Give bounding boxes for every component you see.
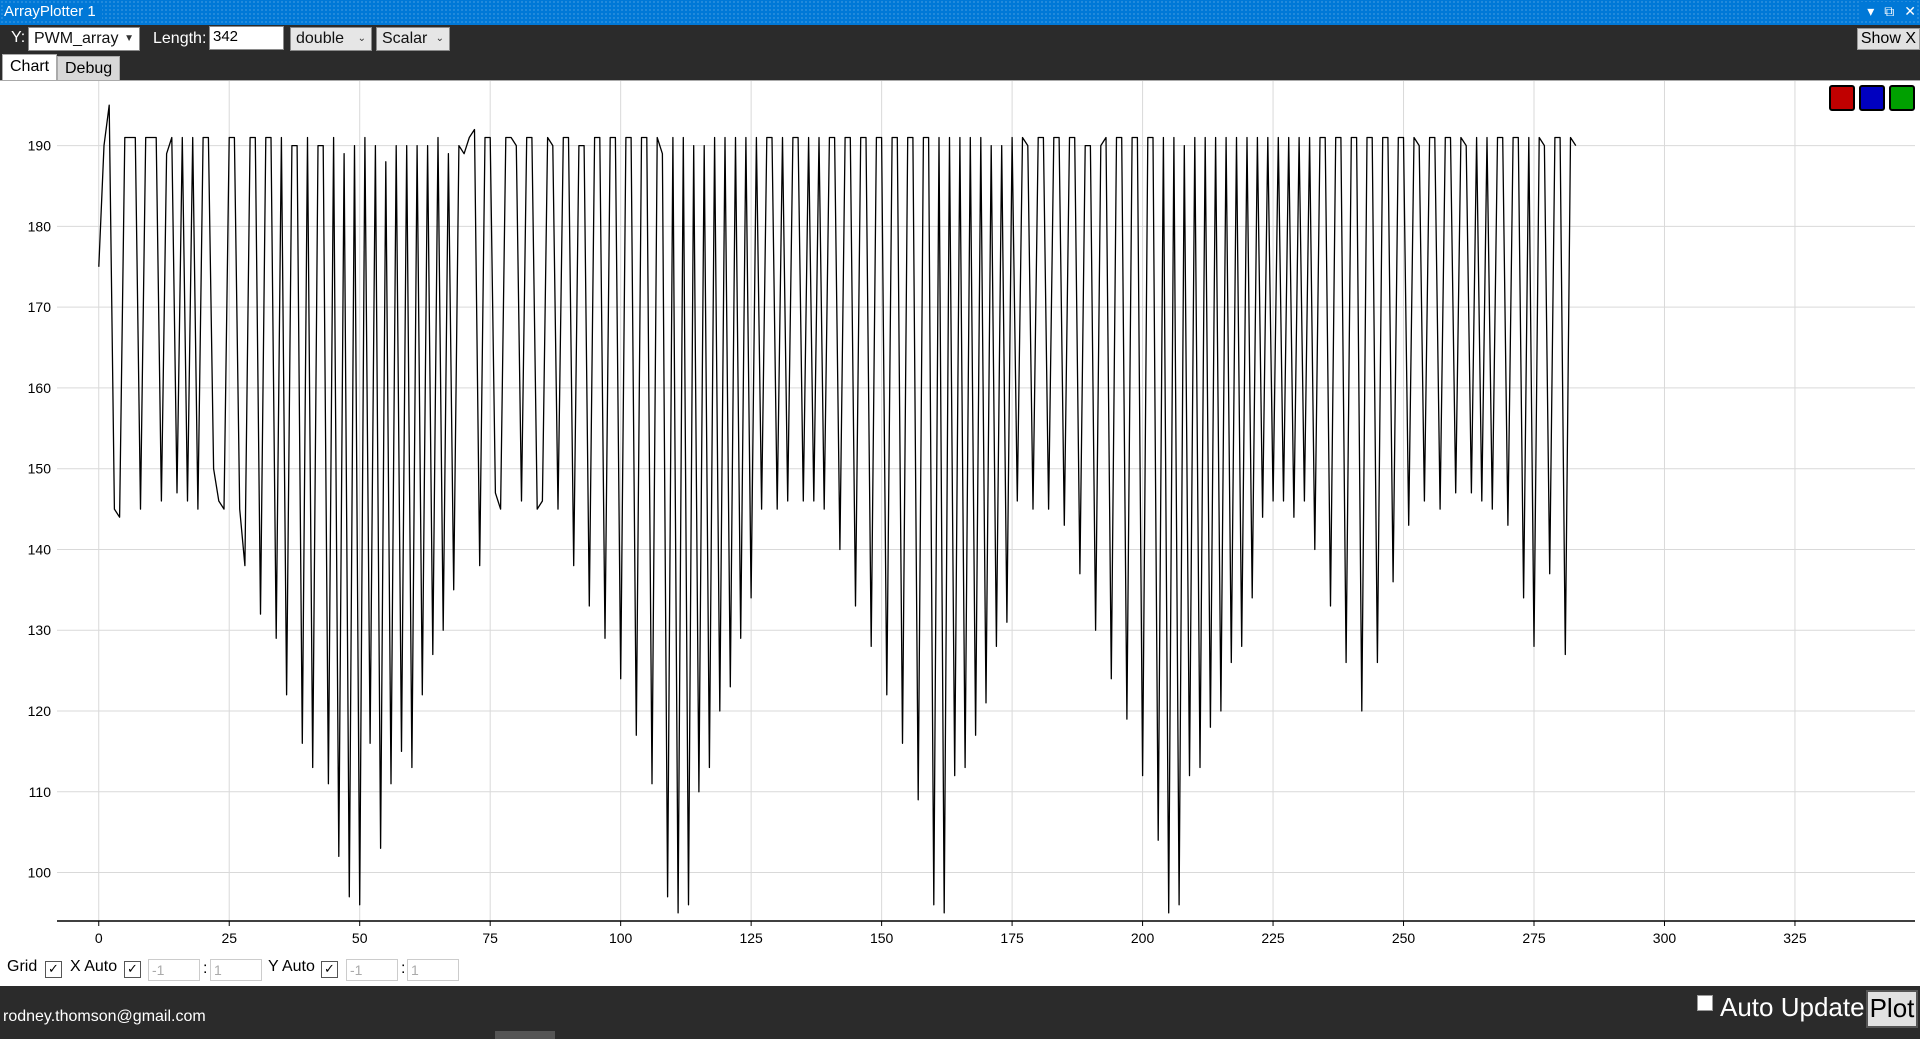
x-range-separator: : bbox=[203, 960, 208, 977]
x-tick-label: 325 bbox=[1783, 930, 1807, 946]
mode-select[interactable]: Scalar ⌄ bbox=[376, 27, 450, 51]
status-bar bbox=[0, 986, 1920, 1039]
series-line bbox=[98, 104, 1577, 914]
plot-button[interactable]: Plot bbox=[1866, 990, 1918, 1028]
y-tick-label: 110 bbox=[29, 784, 52, 800]
x-min-input[interactable]: -1 bbox=[148, 959, 200, 981]
toolbar: Y: PWM_array ▼ Length: 342 double ⌄ Scal… bbox=[0, 25, 1920, 55]
y-auto-checkbox[interactable]: ✓ bbox=[321, 961, 338, 978]
y-tick-label: 100 bbox=[28, 865, 52, 881]
y-min-input[interactable]: -1 bbox=[346, 959, 398, 981]
y-auto-label: Y Auto bbox=[268, 958, 315, 975]
y-max-input[interactable]: 1 bbox=[407, 959, 459, 981]
window-titlebar: ArrayPlotter 1 ▾ ⧉ ✕ bbox=[0, 0, 1920, 25]
x-tick-label: 200 bbox=[1131, 930, 1155, 946]
x-tick-label: 300 bbox=[1653, 930, 1677, 946]
y-tick-label: 130 bbox=[28, 622, 52, 638]
chevron-down-icon: ⌄ bbox=[435, 33, 444, 44]
length-input[interactable]: 342 bbox=[209, 26, 284, 50]
chevron-down-icon: ⌄ bbox=[357, 33, 366, 44]
y-array-select[interactable]: PWM_array ▼ bbox=[28, 27, 140, 51]
series-color-swatch-green[interactable] bbox=[1889, 85, 1915, 111]
window-controls: ▾ ⧉ ✕ bbox=[1861, 2, 1916, 20]
y-array-value: PWM_array bbox=[34, 30, 119, 47]
x-tick-label: 225 bbox=[1261, 930, 1285, 946]
x-max-input[interactable]: 1 bbox=[210, 959, 262, 981]
length-label: Length: bbox=[153, 30, 207, 47]
close-icon[interactable]: ✕ bbox=[1904, 3, 1916, 19]
show-x-button[interactable]: Show X bbox=[1856, 28, 1920, 50]
tab-chart[interactable]: Chart bbox=[2, 54, 58, 81]
x-tick-label: 125 bbox=[739, 930, 763, 946]
window-title: ArrayPlotter 1 bbox=[4, 3, 102, 20]
line-chart: 0 25 50 75 100 125 150 175 200 225 250 275 300 325 100… bbox=[28, 81, 1915, 946]
x-auto-checkbox[interactable]: ✓ bbox=[124, 961, 141, 978]
x-tick-label: 50 bbox=[352, 930, 368, 946]
y-tick-label: 180 bbox=[28, 218, 52, 234]
auto-update-checkbox[interactable] bbox=[1697, 995, 1713, 1011]
x-tick-label: 275 bbox=[1522, 930, 1546, 946]
chart-panel: 0 25 50 75 100 125 150 175 200 225 250 275 300 325 100… bbox=[0, 80, 1920, 987]
x-tick-label: 75 bbox=[482, 930, 498, 946]
x-tick-label: 0 bbox=[95, 930, 103, 946]
series-color-swatch-red[interactable] bbox=[1829, 85, 1855, 111]
x-tick-label: 25 bbox=[221, 930, 237, 946]
chevron-down-icon: ▼ bbox=[124, 33, 134, 44]
type-select[interactable]: double ⌄ bbox=[290, 27, 372, 51]
dropdown-icon[interactable]: ▾ bbox=[1867, 3, 1875, 19]
y-tick-label: 120 bbox=[28, 703, 52, 719]
type-value: double bbox=[296, 30, 345, 47]
mode-value: Scalar bbox=[382, 30, 428, 47]
x-tick-label: 175 bbox=[1000, 930, 1024, 946]
taskbar-item bbox=[495, 1031, 555, 1039]
y-range-separator: : bbox=[401, 960, 406, 977]
y-tick-label: 160 bbox=[28, 380, 52, 396]
y-tick-label: 170 bbox=[28, 299, 52, 315]
tab-debug[interactable]: Debug bbox=[57, 56, 121, 81]
grid-label: Grid bbox=[7, 958, 38, 975]
restore-icon[interactable]: ⧉ bbox=[1884, 3, 1895, 19]
y-tick-label: 190 bbox=[28, 138, 52, 154]
x-auto-label: X Auto bbox=[70, 958, 118, 975]
y-tick-label: 140 bbox=[28, 541, 52, 557]
y-tick-label: 150 bbox=[28, 461, 52, 477]
grid-checkbox[interactable]: ✓ bbox=[45, 961, 62, 978]
y-label: Y: bbox=[11, 29, 26, 46]
series-color-swatch-blue[interactable] bbox=[1859, 85, 1885, 111]
auto-update-label: Auto Update bbox=[1720, 992, 1865, 1022]
x-tick-label: 150 bbox=[870, 930, 894, 946]
x-tick-label: 250 bbox=[1392, 930, 1416, 946]
x-tick-label: 100 bbox=[609, 930, 633, 946]
author-email: rodney.thomson@gmail.com bbox=[3, 1008, 206, 1025]
